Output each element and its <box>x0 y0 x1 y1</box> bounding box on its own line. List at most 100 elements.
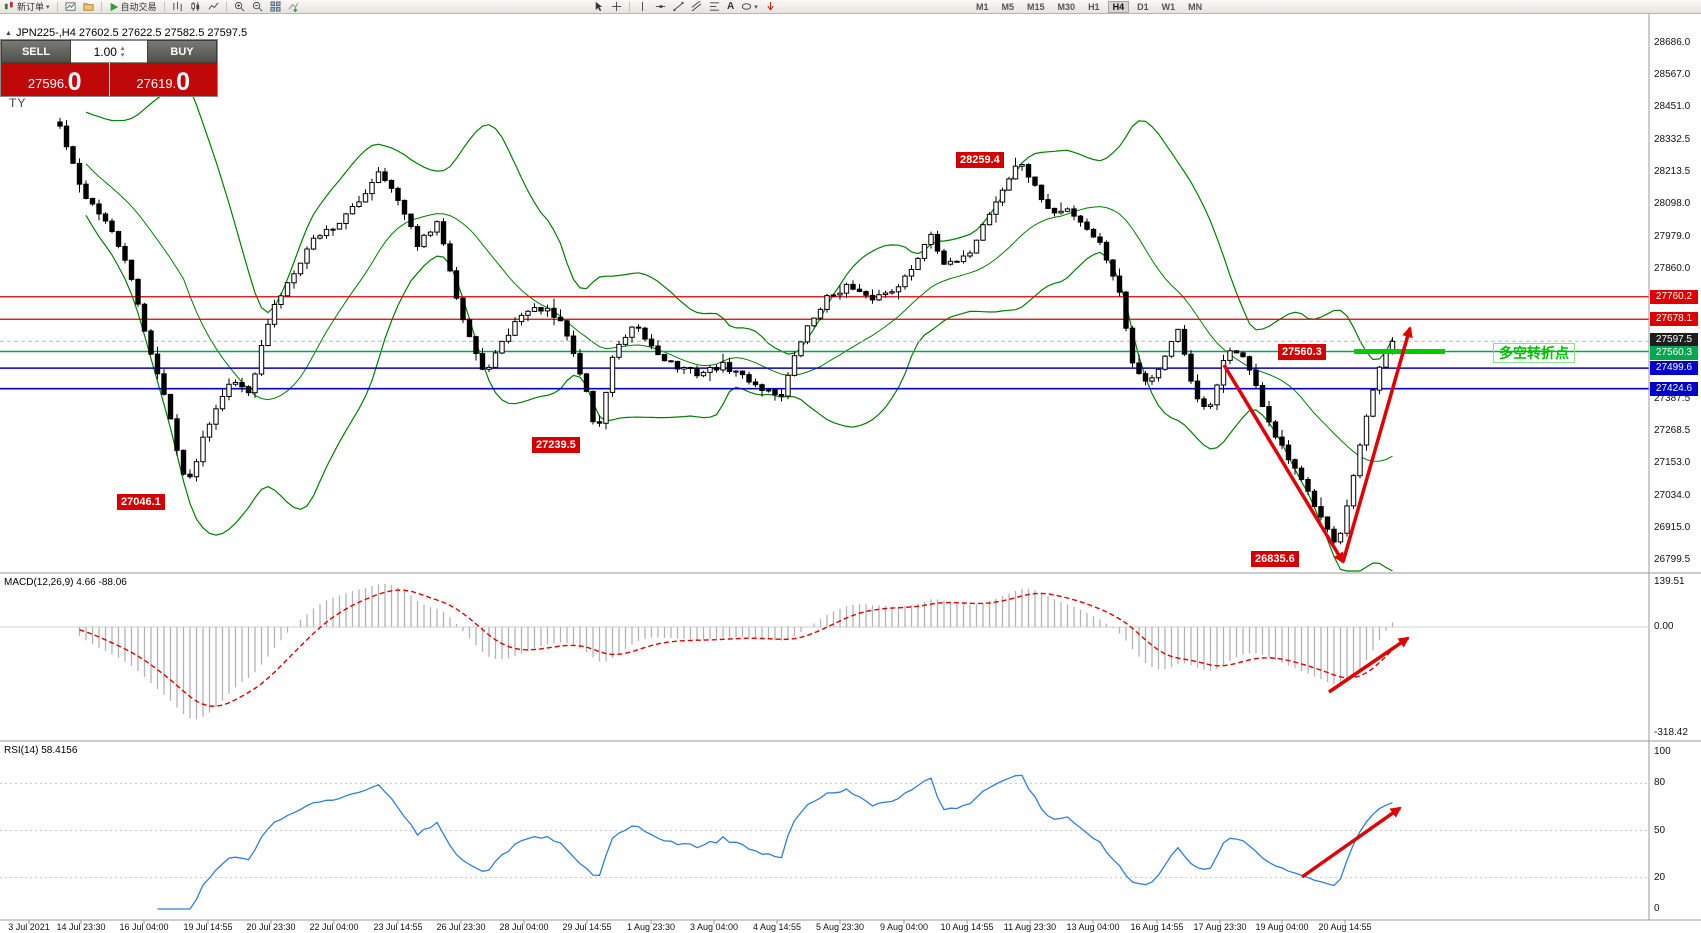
horizontal-line-tool[interactable] <box>653 1 668 13</box>
time-axis-label: 14 Jul 23:30 <box>56 922 106 932</box>
shapes-tool[interactable]: ▾ <box>739 1 760 13</box>
time-axis-label: 19 Aug 04:00 <box>1255 922 1309 932</box>
price-axis-label: 28567.0 <box>1654 69 1691 80</box>
vertical-line-tool[interactable] <box>635 1 650 13</box>
sell-price-button[interactable]: 27596. 0 <box>1 63 109 96</box>
line-chart-button[interactable] <box>206 1 221 13</box>
zoom-out-button[interactable] <box>250 1 265 13</box>
play-icon <box>110 2 118 11</box>
rsi-line <box>157 774 1393 910</box>
turning-point-label[interactable]: 多空转折点 <box>1493 343 1575 363</box>
timeframe-mn-button[interactable]: MN <box>1188 1 1203 12</box>
fibonacci-tool[interactable] <box>707 1 722 13</box>
macd-scale-label: 139.51 <box>1654 576 1685 587</box>
trend-arrow[interactable] <box>1328 636 1410 694</box>
price-axis-label: 27860.0 <box>1654 263 1691 274</box>
timeframe-d1-button[interactable]: D1 <box>1137 1 1149 12</box>
swing-price-label[interactable]: 28259.4 <box>956 152 1004 168</box>
tile-windows-icon <box>270 1 281 12</box>
rsi-scale-label: 100 <box>1654 746 1671 757</box>
time-axis-label: 29 Jul 14:55 <box>562 922 612 932</box>
price-axis-label: 27268.5 <box>1654 425 1691 436</box>
zoom-in-button[interactable] <box>232 1 247 13</box>
new-chart-button[interactable] <box>63 1 78 13</box>
timeframe-m15-button[interactable]: M15 <box>1027 1 1045 12</box>
trend-arrow[interactable] <box>1300 806 1402 879</box>
price-tag: 27597.5 <box>1650 333 1698 347</box>
timeframe-h1-button[interactable]: H1 <box>1088 1 1100 12</box>
cursor-icon <box>595 1 603 12</box>
buy-price-big-digit: 0 <box>176 68 191 96</box>
price-axis-label: 28332.5 <box>1654 134 1691 145</box>
bollinger-bands <box>85 75 1394 572</box>
buy-price-button[interactable]: 27619. 0 <box>109 63 217 96</box>
swing-price-label[interactable]: 27046.1 <box>117 494 165 510</box>
timeframe-w1-button[interactable]: W1 <box>1161 1 1176 12</box>
trend-arrow[interactable] <box>1222 364 1345 564</box>
macd-scale-label: -318.42 <box>1654 727 1688 738</box>
cursor-button[interactable] <box>591 1 606 13</box>
indicators-button[interactable] <box>286 1 301 13</box>
autotrading-button[interactable]: 自动交易 <box>107 1 159 13</box>
profiles-button[interactable] <box>81 1 96 13</box>
indicator-plus-icon <box>288 2 299 12</box>
chart-title-text: JPN225-,H4 27602.5 27622.5 27582.5 27597… <box>15 27 248 39</box>
horizontal-line-icon <box>655 5 666 8</box>
price-axis-label: 26915.0 <box>1654 522 1691 533</box>
chevron-down-icon: ▾ <box>754 3 758 11</box>
tile-windows-button[interactable] <box>268 1 283 13</box>
timeframe-m30-button[interactable]: M30 <box>1057 1 1076 12</box>
price-tag: 27424.6 <box>1650 382 1698 396</box>
trendline-tool[interactable] <box>671 1 686 13</box>
time-axis-label: 23 Jul 14:55 <box>373 922 423 932</box>
sell-price: 27596. <box>27 76 68 91</box>
trend-arrow[interactable] <box>1341 326 1413 563</box>
time-axis-label: 20 Aug 14:55 <box>1318 922 1372 932</box>
new-order-button[interactable]: 新订单 ▾ <box>2 1 52 13</box>
rsi-scale-label: 20 <box>1654 872 1666 883</box>
price-axis-label: 28098.0 <box>1654 198 1691 209</box>
bar-chart-button[interactable] <box>170 1 185 13</box>
rsi-scale-label: 80 <box>1654 777 1666 788</box>
expand-panel-icon[interactable]: ▲ <box>5 29 12 37</box>
time-axis-label: 1 Aug 23:30 <box>626 922 676 932</box>
timeframe-m5-button[interactable]: M5 <box>1001 1 1015 12</box>
arrow-down-icon <box>767 1 774 11</box>
folder-icon <box>82 3 94 11</box>
text-tool[interactable]: A <box>727 1 735 12</box>
crosshair-button[interactable] <box>609 1 624 13</box>
price-axis-label: 28213.5 <box>1654 166 1691 177</box>
rsi-indicator-label: RSI(14) 58.4156 <box>4 745 78 756</box>
volume-value: 1.00 <box>93 44 117 59</box>
timeframe-m1-button[interactable]: M1 <box>976 1 989 12</box>
chart-watermark: TY <box>9 96 27 110</box>
toolbar: 新订单 ▾ 自动交易 A ▾ M1 M5 M15 M30 H1 H4 D1 W1 MN <box>0 0 1701 14</box>
buy-button[interactable]: BUY <box>147 40 217 63</box>
chart-window-icon <box>64 2 76 11</box>
channel-tool[interactable] <box>689 1 704 13</box>
volume-input[interactable]: 1.00 ▴ ▾ <box>71 40 147 63</box>
timeframe-h4-button[interactable]: H4 <box>1107 0 1130 13</box>
bar-chart-icon <box>172 1 182 12</box>
swing-price-label[interactable]: 27239.5 <box>532 437 580 453</box>
chart-title: ▲ JPN225-,H4 27602.5 27622.5 27582.5 275… <box>5 27 247 39</box>
macd-histogram <box>78 584 1394 720</box>
arrow-tool[interactable] <box>763 1 778 13</box>
price-axis-label: 28686.0 <box>1654 37 1691 48</box>
ellipse-icon <box>742 3 752 10</box>
time-axis-label: 10 Aug 14:55 <box>940 922 994 932</box>
price-axis-label: 27979.0 <box>1654 231 1691 242</box>
time-axis-label: 4 Aug 14:55 <box>752 922 802 932</box>
sell-button[interactable]: SELL <box>1 40 71 63</box>
swing-price-label[interactable]: 27560.3 <box>1278 344 1326 360</box>
swing-price-label[interactable]: 26835.6 <box>1251 551 1299 567</box>
macd-scale-label: 0.00 <box>1654 621 1674 632</box>
time-axis-label: 3 Aug 04:00 <box>689 922 739 932</box>
time-axis-label: 26 Jul 23:30 <box>436 922 486 932</box>
volume-spinner[interactable]: ▴ ▾ <box>120 44 125 59</box>
time-axis-label: 19 Jul 14:55 <box>183 922 233 932</box>
new-order-label: 新订单 <box>17 2 45 12</box>
candlestick-chart-button[interactable] <box>188 1 203 13</box>
